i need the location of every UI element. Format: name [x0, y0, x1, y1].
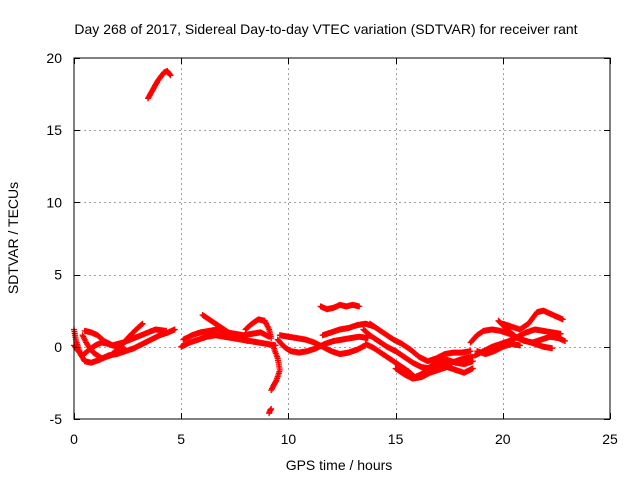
data-point	[122, 346, 129, 353]
series-arc-p	[362, 340, 476, 381]
data-point	[469, 358, 476, 365]
data-point	[549, 345, 556, 352]
grid-lines	[74, 58, 610, 419]
series-arc-v	[495, 317, 568, 346]
series-arc-r	[392, 364, 476, 382]
series-arc-i	[268, 343, 283, 394]
y-tick-label: 20	[46, 50, 62, 66]
y-tick-label: 10	[46, 194, 62, 210]
x-tick-label: 25	[602, 431, 618, 447]
x-tick-label: 20	[495, 431, 511, 447]
data-marks	[71, 68, 568, 417]
tick-labels: 0 5 10 15 20 25 -5 0 5 10 15 20	[46, 50, 618, 447]
y-tick-label: 0	[54, 339, 62, 355]
x-tick-label: 15	[388, 431, 404, 447]
series-arc-q	[366, 320, 474, 365]
series-arc-k	[274, 333, 371, 356]
series-arc-b	[79, 320, 146, 362]
x-tick-label: 10	[281, 431, 297, 447]
y-tick-label: -5	[50, 411, 63, 427]
y-axis-label: SDTVAR / TECUs	[5, 182, 21, 294]
data-point	[268, 335, 275, 342]
plot-border	[73, 57, 611, 420]
x-tick-label: 5	[177, 431, 185, 447]
axis-ticks	[74, 58, 611, 420]
x-tick-label: 0	[70, 431, 78, 447]
data-point	[517, 342, 523, 349]
y-tick-label: 5	[54, 267, 62, 283]
data-point	[562, 338, 568, 344]
data-point	[469, 365, 476, 372]
data-point	[138, 321, 145, 328]
data-point	[244, 338, 251, 344]
data-point	[268, 405, 275, 412]
data-point	[166, 71, 173, 78]
series-arc-high	[145, 68, 174, 102]
chart-title: Day 268 of 2017, Sidereal Day-to-day VTE…	[74, 21, 577, 37]
series-arc-n	[317, 301, 363, 313]
series-arc-g	[199, 312, 251, 344]
data-point	[467, 348, 474, 355]
data-point	[171, 326, 178, 333]
data-point	[268, 387, 275, 394]
y-tick-label: 15	[46, 122, 62, 138]
data-point	[139, 320, 146, 327]
series-arc-h	[242, 316, 275, 342]
data-point	[559, 316, 566, 323]
data-point	[356, 303, 363, 310]
x-axis-label: GPS time / hours	[286, 457, 393, 473]
series-arc-j	[266, 405, 275, 417]
series-arc-w	[474, 340, 523, 357]
data-point	[167, 72, 174, 79]
series-arc-l	[276, 332, 369, 357]
data-point	[557, 330, 564, 337]
data-point	[163, 327, 170, 334]
